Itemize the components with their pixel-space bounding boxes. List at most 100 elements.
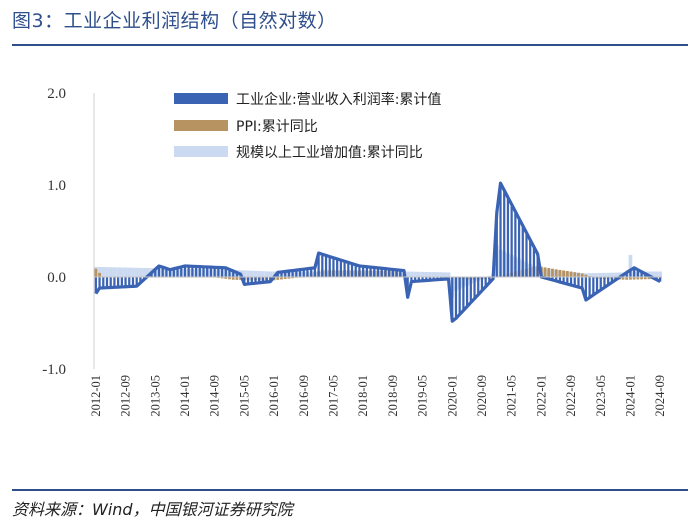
- profit-bar: [224, 267, 227, 277]
- industrial-bar: [435, 272, 440, 277]
- profit-bar: [373, 267, 376, 277]
- ppi-bar: [547, 268, 551, 277]
- profit-bar: [228, 269, 231, 277]
- profit-bar: [555, 277, 558, 282]
- profit-bar: [317, 253, 320, 277]
- profit-bar: [124, 277, 127, 287]
- legend-label-profit: 工业企业:营业收入利润率:累计值: [236, 91, 441, 108]
- ppi-bar: [98, 272, 101, 277]
- industrial-bar: [119, 267, 124, 277]
- x-tick-label: 2018-01: [356, 375, 370, 417]
- profit-bar: [581, 277, 584, 289]
- profit-bar: [280, 271, 283, 277]
- profit-bar: [165, 268, 168, 277]
- industrial-bar: [138, 267, 143, 277]
- industrial-bar: [628, 254, 633, 277]
- profit-bar: [295, 270, 298, 277]
- profit-bar: [625, 272, 628, 277]
- legend-label-industrial: 规模以上工业增加值:累计同比: [236, 145, 423, 161]
- profit-bar: [640, 271, 643, 277]
- ppi-bar: [625, 277, 629, 280]
- profit-bar: [428, 277, 432, 281]
- profit-bar: [566, 277, 569, 285]
- industrial-bar: [446, 272, 451, 277]
- profit-bar: [584, 277, 588, 300]
- industrial-bar: [268, 271, 273, 277]
- profit-bar: [529, 239, 532, 277]
- profit-bar: [517, 218, 521, 277]
- industrial-bar: [116, 267, 120, 277]
- profit-bar: [168, 269, 172, 277]
- industrial-bar: [439, 272, 443, 277]
- profit-bar: [384, 268, 387, 277]
- profit-bar: [135, 277, 138, 287]
- profit-bar: [191, 266, 194, 277]
- profit-bar: [250, 277, 253, 284]
- ppi-bar: [565, 271, 569, 277]
- industrial-bar: [413, 271, 417, 277]
- profit-bar: [347, 262, 350, 277]
- profit-bar: [332, 257, 335, 277]
- profit-bar: [362, 266, 365, 277]
- ppi-bar: [543, 267, 547, 277]
- profit-bar: [172, 268, 175, 277]
- ppi-bar: [629, 277, 632, 280]
- x-tick-label: 2020-09: [475, 375, 489, 417]
- profit-bar: [176, 267, 179, 277]
- profit-bar: [454, 277, 458, 319]
- profit-bar: [521, 225, 524, 277]
- profit-bar: [365, 266, 368, 277]
- profit-bar: [577, 277, 580, 288]
- ppi-bar: [558, 269, 562, 277]
- x-tick-labels: 2012-01 2012-09 2013-05 2014-01 2014-09 2015-…: [89, 375, 667, 417]
- ppi-bar: [220, 277, 224, 279]
- profit-bar: [425, 277, 428, 281]
- y-tick-label: 2.0: [47, 86, 66, 102]
- x-tick-label: 2018-09: [386, 375, 400, 417]
- profit-bar: [310, 268, 313, 277]
- industrial-bar: [431, 272, 436, 277]
- profit-bar: [339, 260, 342, 277]
- profit-bar: [183, 265, 187, 277]
- profit-bar: [599, 277, 602, 290]
- x-tick-label: 2020-01: [445, 375, 459, 417]
- profit-bar: [324, 255, 328, 277]
- profit-bar: [610, 277, 613, 283]
- x-tick-label: 2016-01: [267, 375, 281, 417]
- profit-bar: [128, 277, 131, 287]
- legend-swatch-industrial: [174, 146, 228, 157]
- ppi-bar: [569, 271, 573, 277]
- title-rule: [12, 44, 688, 46]
- industrial-bar: [108, 267, 113, 277]
- profit-bar: [525, 232, 528, 277]
- profit-bar: [488, 277, 491, 283]
- profit-bar: [465, 277, 469, 307]
- profit-bar: [291, 270, 294, 277]
- profit-bar: [220, 267, 224, 277]
- ppi-bar: [231, 277, 235, 280]
- industrial-bar: [105, 267, 109, 277]
- profit-bar: [462, 277, 465, 311]
- profit-bar: [131, 277, 135, 287]
- profit-bar: [473, 277, 476, 299]
- x-tick-label: 2017-05: [326, 375, 340, 417]
- profit-bar: [421, 277, 424, 281]
- profit-bar: [484, 277, 487, 287]
- industrial-bar: [123, 267, 128, 277]
- profit-bar: [391, 269, 394, 277]
- profit-bar: [629, 270, 632, 277]
- profit-bar: [503, 190, 506, 277]
- profit-bar: [209, 267, 213, 277]
- profit-bar: [659, 277, 662, 282]
- ppi-bar: [573, 272, 577, 277]
- profit-bar: [261, 277, 265, 283]
- profit-bar: [246, 277, 250, 284]
- ppi-bar: [577, 272, 580, 277]
- industrial-bar: [257, 271, 262, 277]
- ppi-bar: [584, 274, 588, 277]
- figure-title: 图3：工业企业利润结构（自然对数）: [12, 10, 337, 32]
- profit-bar: [139, 277, 142, 283]
- profit-bar: [592, 277, 595, 295]
- ppi-bar: [276, 277, 280, 280]
- profit-bar: [343, 261, 346, 277]
